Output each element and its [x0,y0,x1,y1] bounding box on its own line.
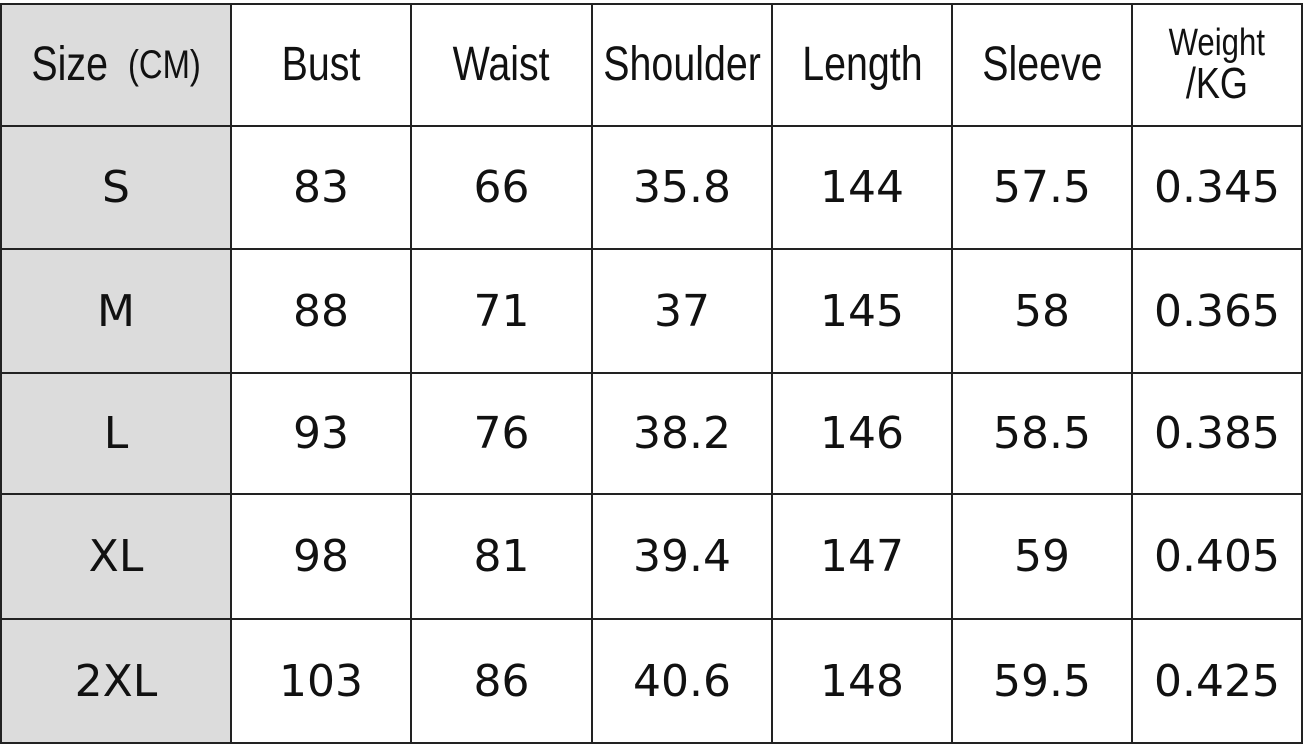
value-cell: 103 [232,620,412,744]
value-cell: 81 [412,495,593,620]
value-cell: 0.425 [1133,620,1303,744]
size-cell: M [0,250,232,374]
value-cell: 35.8 [593,127,773,250]
header-text: Weight [1168,22,1266,64]
value-cell: 148 [773,620,953,744]
value-cell: 59 [953,495,1133,620]
header-cell: Shoulder [593,3,773,127]
value-cell: 0.345 [1133,127,1303,250]
value-cell: 86 [412,620,593,744]
header-text: Bust [281,38,361,91]
header-text: Sleeve [981,38,1103,91]
value-cell: 83 [232,127,412,250]
header-cell: Sleeve [953,3,1133,127]
value-cell: 98 [232,495,412,620]
header-text: Shoulder [603,38,761,91]
header-cell: Length [773,3,953,127]
size-cell: S [0,127,232,250]
header-text: Size [31,38,108,91]
value-cell: 0.365 [1133,250,1303,374]
value-cell: 39.4 [593,495,773,620]
value-cell: 93 [232,374,412,495]
value-cell: 71 [412,250,593,374]
value-cell: 0.385 [1133,374,1303,495]
value-cell: 147 [773,495,953,620]
value-cell: 76 [412,374,593,495]
value-cell: 57.5 [953,127,1133,250]
value-cell: 37 [593,250,773,374]
value-cell: 40.6 [593,620,773,744]
value-cell: 144 [773,127,953,250]
size-cell: 2XL [0,620,232,744]
value-cell: 58 [953,250,1133,374]
header-text: Length [801,38,923,91]
size-cell: L [0,374,232,495]
value-cell: 59.5 [953,620,1133,744]
value-cell: 145 [773,250,953,374]
header-text: /KG [1185,59,1249,108]
value-cell: 58.5 [953,374,1133,495]
header-cell: Weight/KG [1133,3,1303,127]
header-cell: Size (CM) [0,3,232,127]
value-cell: 38.2 [593,374,773,495]
size-cell: XL [0,495,232,620]
header-cell: Waist [412,3,593,127]
value-cell: 146 [773,374,953,495]
value-cell: 0.405 [1133,495,1303,620]
value-cell: 66 [412,127,593,250]
header-text: (CM) [128,43,202,87]
header-text: Waist [453,38,550,91]
value-cell: 88 [232,250,412,374]
header-cell: Bust [232,3,412,127]
